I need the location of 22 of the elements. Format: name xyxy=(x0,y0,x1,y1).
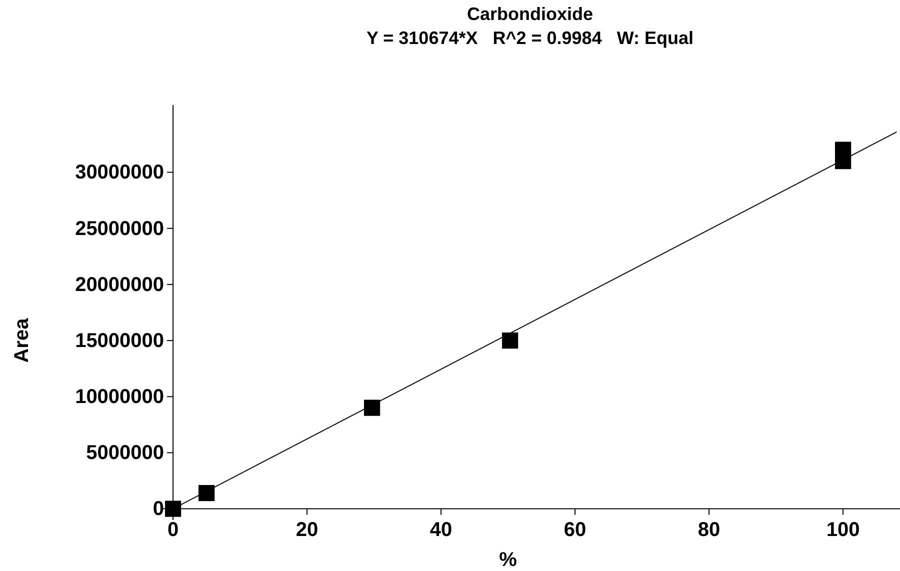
y-axis-title: Area xyxy=(11,317,33,363)
y-tick-label: 30000000 xyxy=(75,162,164,184)
point xyxy=(364,400,380,416)
y-tick-label: 5000000 xyxy=(86,442,164,464)
x-tick-label: 20 xyxy=(296,518,318,541)
point xyxy=(164,500,182,517)
x-tick-label: 60 xyxy=(564,518,586,541)
chart-title: Carbondioxide xyxy=(466,4,594,24)
chart-subtitle: Y = 310674*X R^2 = 0.9984 W: Equal xyxy=(366,28,694,48)
x-tick-label: 100 xyxy=(826,518,860,541)
y-tick-label: 25000000 xyxy=(75,218,164,240)
x-axis-title: % xyxy=(499,549,518,571)
point xyxy=(198,485,215,502)
y-tick-label: 10000000 xyxy=(75,386,164,408)
point xyxy=(502,332,518,349)
y-tick-label: 0 xyxy=(152,498,164,520)
y-tick-label: 20000000 xyxy=(75,274,164,296)
x-tick-label: 0 xyxy=(167,518,179,541)
x-tick-label: 80 xyxy=(698,518,720,541)
point xyxy=(834,142,852,158)
x-tick-label: 40 xyxy=(430,518,452,541)
y-tick-label: 15000000 xyxy=(75,330,164,352)
